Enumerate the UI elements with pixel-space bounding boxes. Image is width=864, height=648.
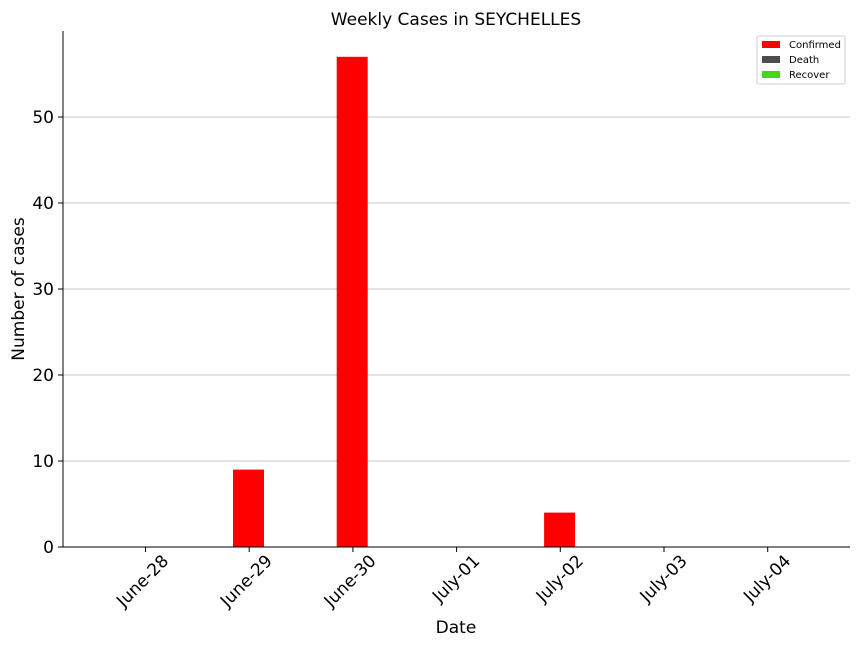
legend-swatch-death — [762, 56, 780, 63]
legend-swatch-recover — [762, 71, 780, 78]
legend-label-recover: Recover — [789, 70, 830, 81]
bar-confirmed-june-30 — [336, 56, 368, 548]
y-tick-label: 20 — [32, 366, 54, 386]
gridlines — [63, 116, 850, 462]
y-axis-ticks: 0 10 20 30 40 50 — [32, 108, 63, 558]
x-tick-label: June-29 — [216, 551, 277, 612]
y-tick-label: 0 — [43, 538, 54, 558]
x-tick-label: July-04 — [739, 551, 795, 607]
bars — [233, 56, 576, 548]
x-tick-label: June-30 — [320, 551, 381, 612]
x-tick-label: July-03 — [636, 551, 692, 607]
y-tick-label: 30 — [32, 280, 54, 300]
bar-confirmed-july-02 — [544, 512, 576, 547]
x-axis-title: Date — [436, 618, 477, 638]
legend-swatch-confirmed — [762, 41, 780, 48]
y-tick-label: 40 — [32, 194, 54, 214]
bar-confirmed-june-29 — [233, 469, 264, 547]
y-axis-title: Number of cases — [9, 217, 29, 361]
y-tick-label: 10 — [32, 452, 54, 472]
x-tick-label: June-28 — [112, 551, 173, 612]
legend-label-death: Death — [789, 55, 819, 66]
x-axis-ticks: June-28 June-29 June-30 July-01 July-02 July-… — [112, 547, 795, 612]
chart-title: Weekly Cases in SEYCHELLES — [331, 10, 581, 30]
x-tick-label: July-01 — [428, 551, 484, 607]
legend: Confirmed Death Recover — [756, 35, 846, 85]
y-tick-label: 50 — [32, 108, 54, 128]
x-tick-label: July-02 — [532, 551, 588, 607]
legend-label-confirmed: Confirmed — [789, 40, 841, 51]
